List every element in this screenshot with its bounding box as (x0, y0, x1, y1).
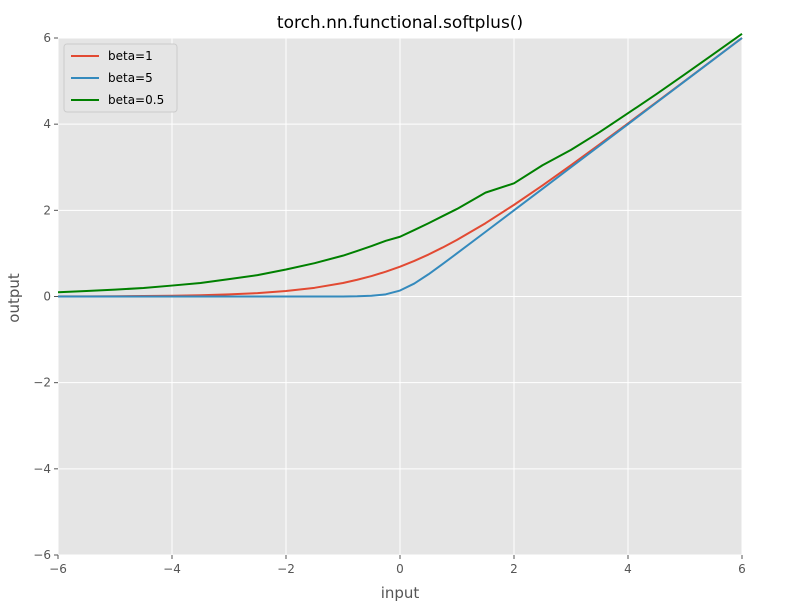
series-line-beta-5 (58, 37, 743, 298)
y-tick-label: 4 (43, 117, 51, 131)
y-axis-label: output (5, 273, 23, 323)
legend-label: beta=5 (108, 71, 153, 85)
y-tick-label: −2 (33, 376, 51, 390)
series-lines (57, 32, 743, 298)
x-tick-label: −6 (49, 562, 67, 576)
y-tick-label: −4 (33, 462, 51, 476)
y-tick-label: 2 (43, 203, 51, 217)
x-tick-label: −2 (277, 562, 295, 576)
series-line-beta-0-5 (57, 32, 743, 294)
x-axis-label: input (381, 584, 420, 602)
legend-label: beta=0.5 (108, 93, 164, 107)
x-tick-label: 6 (738, 562, 746, 576)
y-tick-label: 0 (43, 290, 51, 304)
legend: beta=1 beta=5 beta=0.5 (63, 43, 178, 113)
axis-ticks: −6 −4 −2 0 2 4 6 −6 −4 −2 0 2 4 6 (33, 31, 746, 576)
x-tick-label: 4 (624, 562, 632, 576)
y-tick-label: 6 (43, 31, 51, 45)
x-tick-label: 0 (396, 562, 404, 576)
legend-label: beta=1 (108, 49, 153, 63)
legend-box (63, 43, 178, 113)
chart-title: torch.nn.functional.softplus() (277, 13, 523, 33)
x-tick-label: 2 (510, 562, 518, 576)
x-tick-label: −4 (163, 562, 181, 576)
y-tick-label: −6 (33, 548, 51, 562)
